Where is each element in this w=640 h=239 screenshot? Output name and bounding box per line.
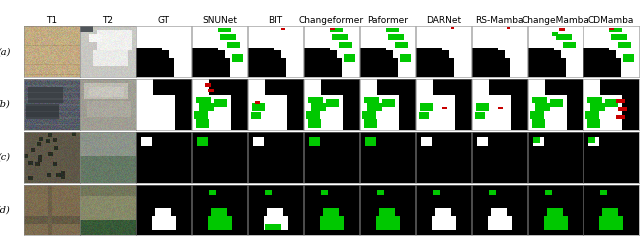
Text: (d): (d): [0, 206, 11, 215]
Text: Paformer: Paformer: [367, 16, 408, 25]
Text: (c): (c): [0, 153, 10, 162]
Text: (b): (b): [0, 100, 11, 109]
Text: ChangeMamba: ChangeMamba: [521, 16, 589, 25]
Text: BIT: BIT: [269, 16, 283, 25]
Text: RS-Mamba: RS-Mamba: [475, 16, 524, 25]
Text: GT: GT: [158, 16, 170, 25]
Text: DARNet: DARNet: [426, 16, 461, 25]
Text: T2: T2: [102, 16, 113, 25]
Text: SNUNet: SNUNet: [202, 16, 237, 25]
Text: T1: T1: [46, 16, 58, 25]
Text: CDMamba: CDMamba: [588, 16, 634, 25]
Text: Changeformer: Changeformer: [299, 16, 364, 25]
Text: (a): (a): [0, 47, 10, 56]
